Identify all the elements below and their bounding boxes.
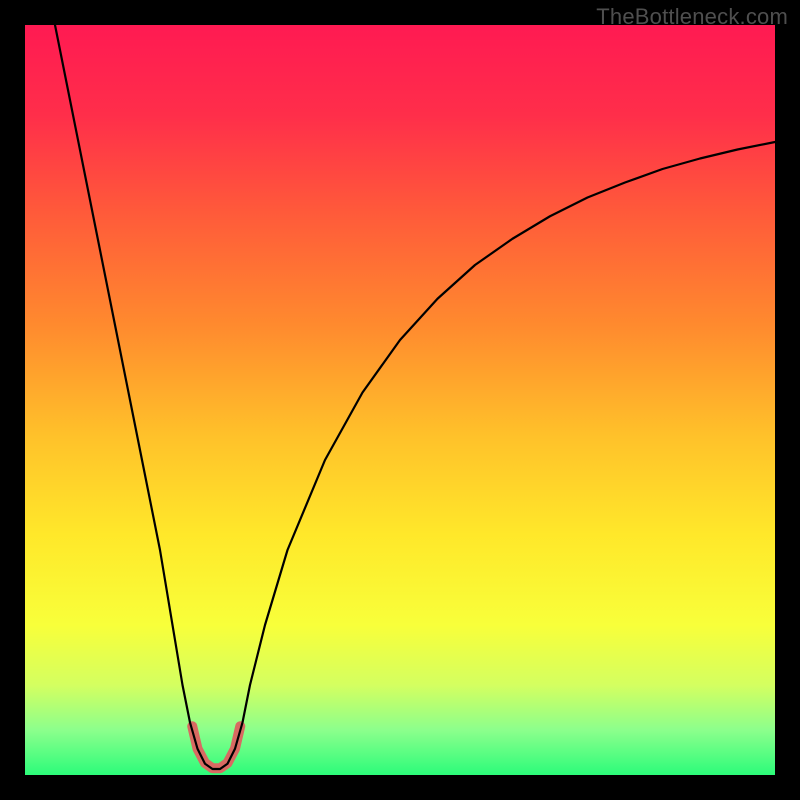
watermark-text: TheBottleneck.com [596, 4, 788, 30]
chart-frame: TheBottleneck.com [0, 0, 800, 800]
bottleneck-chart-svg [0, 0, 800, 800]
gradient-background [25, 25, 775, 775]
